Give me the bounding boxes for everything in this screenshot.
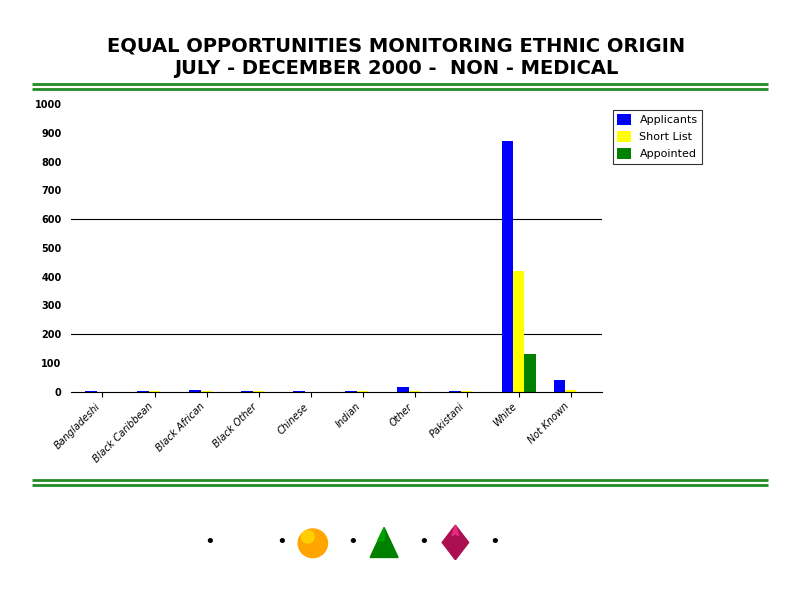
Text: JULY - DECEMBER 2000 -  NON - MEDICAL: JULY - DECEMBER 2000 - NON - MEDICAL	[173, 59, 619, 78]
Text: •: •	[204, 532, 215, 551]
Bar	[501, 141, 513, 392]
Polygon shape	[378, 528, 384, 541]
Circle shape	[299, 529, 327, 558]
Bar	[345, 391, 357, 392]
Polygon shape	[370, 528, 398, 558]
Bar	[450, 390, 461, 392]
Text: •: •	[489, 532, 501, 551]
Circle shape	[302, 531, 314, 543]
Bar	[137, 391, 149, 392]
Bar	[398, 387, 409, 392]
Legend: Applicants, Short List, Appointed: Applicants, Short List, Appointed	[613, 110, 702, 164]
Bar	[242, 391, 253, 392]
Bar	[189, 390, 201, 392]
Bar	[565, 390, 577, 392]
Bar	[524, 354, 536, 392]
Bar	[513, 271, 524, 392]
Text: •: •	[418, 532, 429, 551]
Bar	[554, 380, 565, 392]
Polygon shape	[442, 525, 469, 560]
Bar	[231, 529, 238, 538]
Text: •: •	[276, 532, 287, 551]
Text: •: •	[347, 532, 358, 551]
Text: EQUAL OPPORTUNITIES MONITORING ETHNIC ORIGIN: EQUAL OPPORTUNITIES MONITORING ETHNIC OR…	[107, 36, 685, 56]
Polygon shape	[452, 525, 459, 536]
